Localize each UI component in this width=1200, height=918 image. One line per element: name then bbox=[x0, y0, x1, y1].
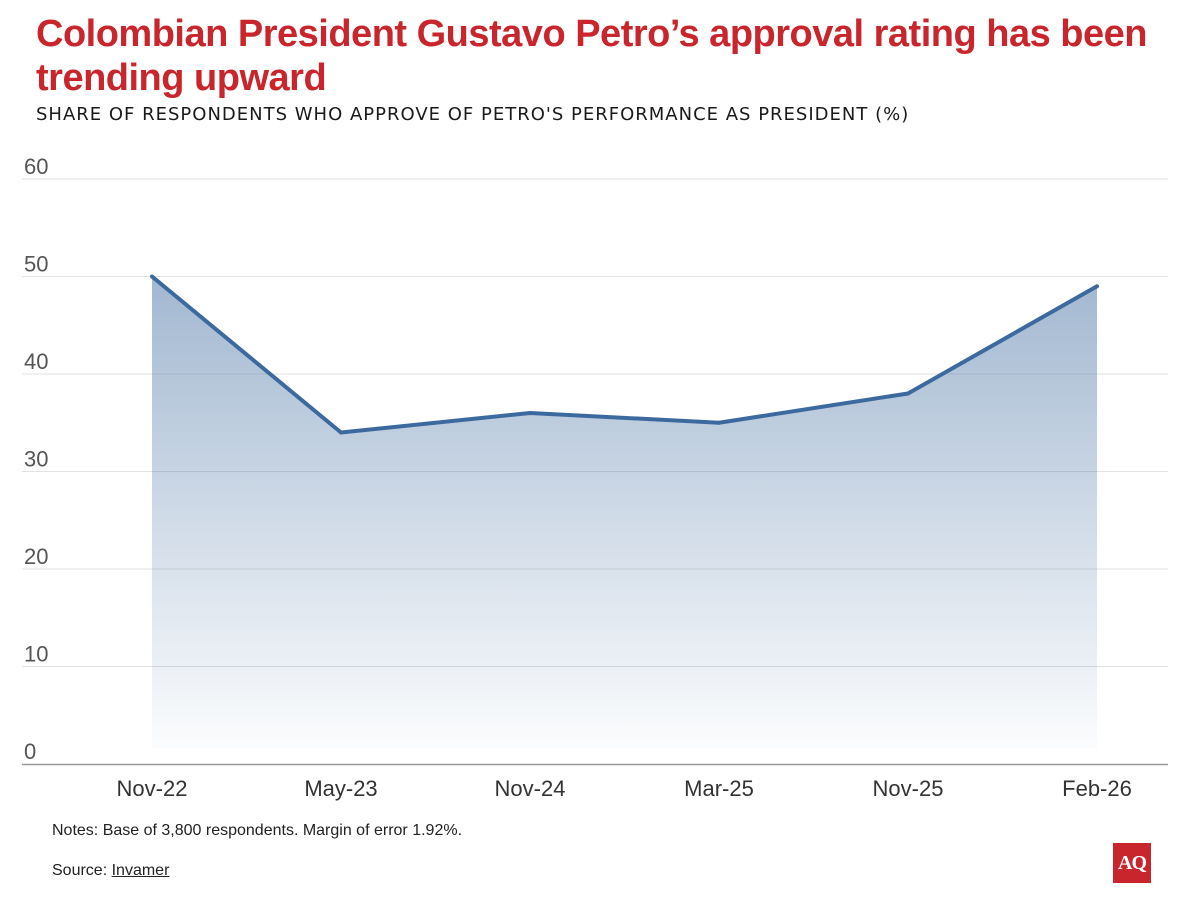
x-tick-label: Nov-22 bbox=[117, 776, 188, 801]
aq-logo: AQ bbox=[1113, 843, 1151, 883]
chart-notes: Notes: Base of 3,800 respondents. Margin… bbox=[52, 822, 463, 839]
y-axis: 0 10 20 30 40 50 60 bbox=[24, 154, 48, 764]
data-point-mar-25 bbox=[717, 420, 721, 425]
x-tick-label: Mar-25 bbox=[684, 776, 754, 801]
x-tick-label: May-23 bbox=[304, 776, 377, 801]
data-point-feb-26 bbox=[1095, 284, 1099, 289]
y-tick-label: 40 bbox=[24, 349, 48, 374]
y-tick-label: 50 bbox=[24, 252, 48, 277]
source-link[interactable]: Invamer bbox=[111, 862, 170, 879]
approval-area-fill bbox=[152, 276, 1097, 748]
x-axis: Nov-22 May-23 Nov-24 Mar-25 Nov-25 Feb-26 bbox=[22, 763, 1168, 801]
x-tick-label: Nov-25 bbox=[873, 776, 944, 801]
data-point-nov-24 bbox=[528, 411, 532, 415]
chart-subtitle: SHARE OF RESPONDENTS WHO APPROVE OF PETR… bbox=[36, 104, 910, 125]
approval-line bbox=[150, 274, 1098, 435]
x-tick-label: Feb-26 bbox=[1062, 776, 1132, 801]
y-tick-label: 20 bbox=[24, 544, 48, 569]
y-tick-label: 60 bbox=[24, 154, 48, 179]
chart-title: Colombian President Gustavo Petro’s appr… bbox=[36, 13, 1147, 99]
y-tick-label: 30 bbox=[24, 447, 48, 472]
data-point-may-23 bbox=[339, 430, 343, 435]
area-layer bbox=[150, 274, 1099, 748]
chart-source: Source: Invamer bbox=[52, 862, 169, 880]
data-point-nov-22 bbox=[150, 274, 154, 279]
x-tick-label: Nov-24 bbox=[495, 776, 566, 801]
source-label: Source: bbox=[52, 862, 112, 879]
data-point-nov-25 bbox=[906, 391, 910, 396]
y-tick-label: 10 bbox=[24, 642, 48, 667]
y-tick-label: 0 bbox=[24, 739, 36, 764]
